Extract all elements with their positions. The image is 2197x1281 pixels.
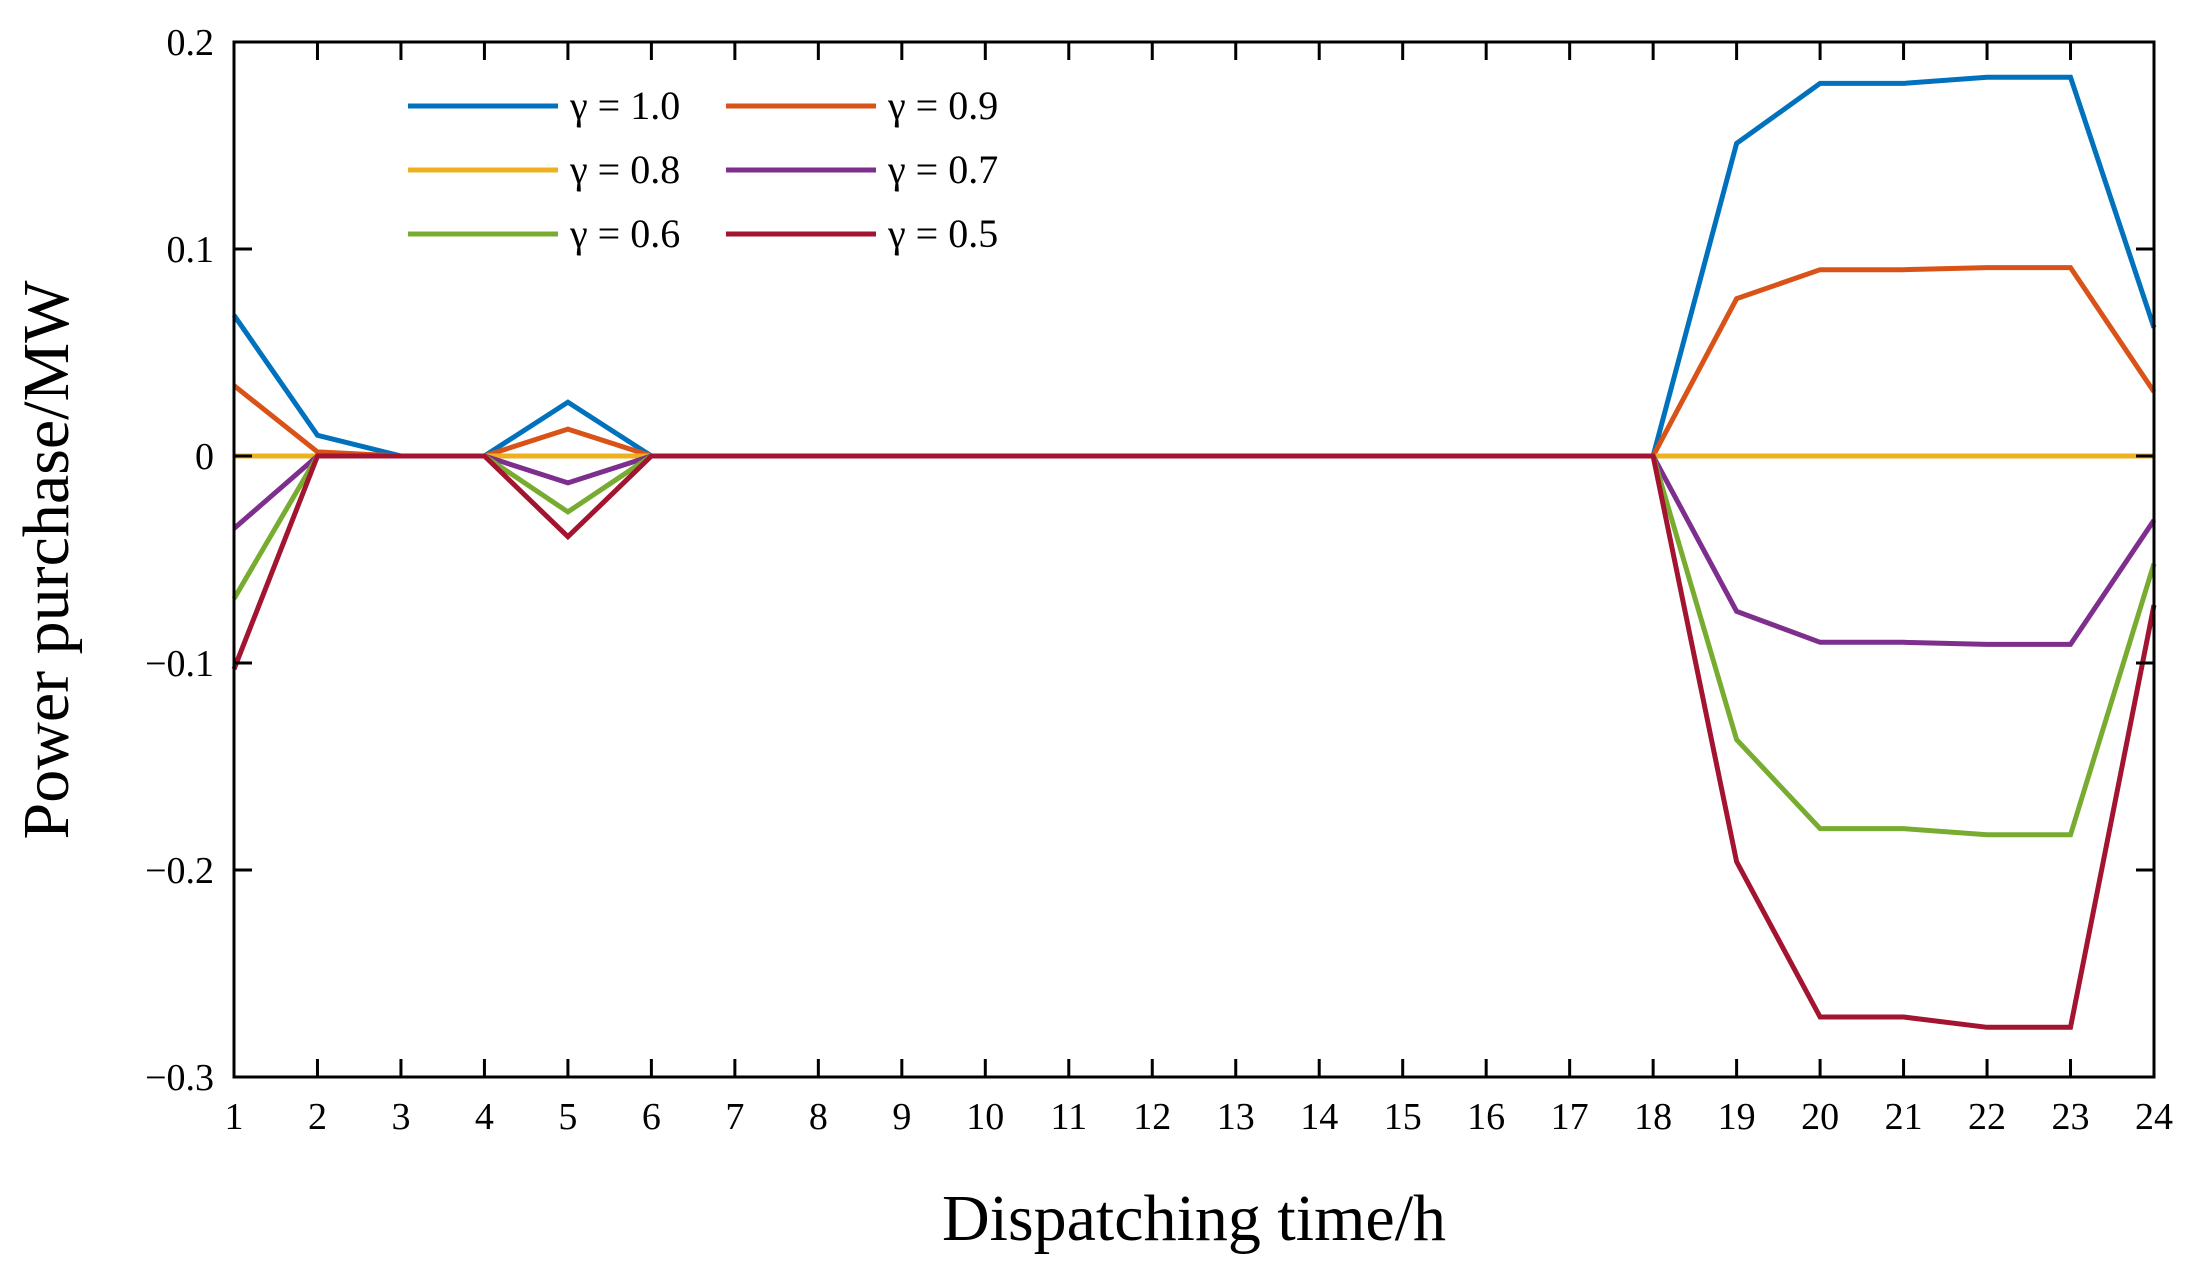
y-tick-label: 0.2 xyxy=(167,22,215,64)
y-tick-label: −0.1 xyxy=(145,643,214,685)
x-axis-title: Dispatching time/h xyxy=(942,1182,1446,1255)
x-tick-label: 16 xyxy=(1467,1096,1505,1138)
x-tick-label: 12 xyxy=(1133,1096,1171,1138)
x-tick-labels: 1 2 3 4 5 6 7 8 9 10 11 12 13 14 15 16 17 18 19 20 21 22 23 24 xyxy=(225,1096,2174,1138)
y-tick-labels: 0.2 0.1 0 −0.1 −0.2 −0.3 xyxy=(145,22,214,1099)
x-tick-label: 8 xyxy=(809,1096,828,1138)
x-tick-label: 9 xyxy=(892,1096,911,1138)
legend: γ = 1.0 γ = 0.9 γ = 0.8 γ = 0.7 γ = 0.6 γ = 0… xyxy=(408,83,998,256)
legend-label-2: γ = 0.9 xyxy=(887,83,998,128)
x-tick-label: 17 xyxy=(1551,1096,1589,1138)
plot-background xyxy=(234,42,2154,1077)
y-tick-label: 0.1 xyxy=(167,229,215,271)
plot-frame xyxy=(232,40,2156,1079)
x-tick-label: 23 xyxy=(2052,1096,2090,1138)
series-layer xyxy=(231,74,2157,1030)
x-tick-label: 4 xyxy=(475,1096,494,1138)
x-tick-label: 6 xyxy=(642,1096,661,1138)
x-tick-label: 24 xyxy=(2135,1096,2173,1138)
x-tick-label: 14 xyxy=(1300,1096,1338,1138)
legend-label-5: γ = 0.6 xyxy=(569,211,680,256)
legend-label-1: γ = 1.0 xyxy=(569,83,680,128)
x-tick-label: 7 xyxy=(725,1096,744,1138)
x-tick-label: 19 xyxy=(1718,1096,1756,1138)
x-tick-label: 20 xyxy=(1801,1096,1839,1138)
x-tick-label: 21 xyxy=(1885,1096,1923,1138)
x-tick-label: 13 xyxy=(1217,1096,1255,1138)
x-tick-label: 18 xyxy=(1634,1096,1672,1138)
y-tick-label: −0.2 xyxy=(145,850,214,892)
legend-label-4: γ = 0.7 xyxy=(887,147,998,192)
legend-label-6: γ = 0.5 xyxy=(887,211,998,256)
x-tick-label: 1 xyxy=(225,1096,244,1138)
y-tick-label: −0.3 xyxy=(145,1057,214,1099)
x-tick-label: 2 xyxy=(308,1096,327,1138)
legend-label-3: γ = 0.8 xyxy=(569,147,680,192)
ticks-layer xyxy=(232,40,2156,1079)
x-tick-label: 10 xyxy=(966,1096,1004,1138)
x-tick-label: 11 xyxy=(1050,1096,1087,1138)
x-tick-label: 22 xyxy=(1968,1096,2006,1138)
x-tick-label: 15 xyxy=(1384,1096,1422,1138)
y-axis-title: Power purchase/MW xyxy=(10,280,83,840)
series-line-6 xyxy=(231,453,2157,1030)
y-tick-label: 0 xyxy=(195,436,214,478)
x-tick-label: 3 xyxy=(391,1096,410,1138)
x-tick-label: 5 xyxy=(558,1096,577,1138)
